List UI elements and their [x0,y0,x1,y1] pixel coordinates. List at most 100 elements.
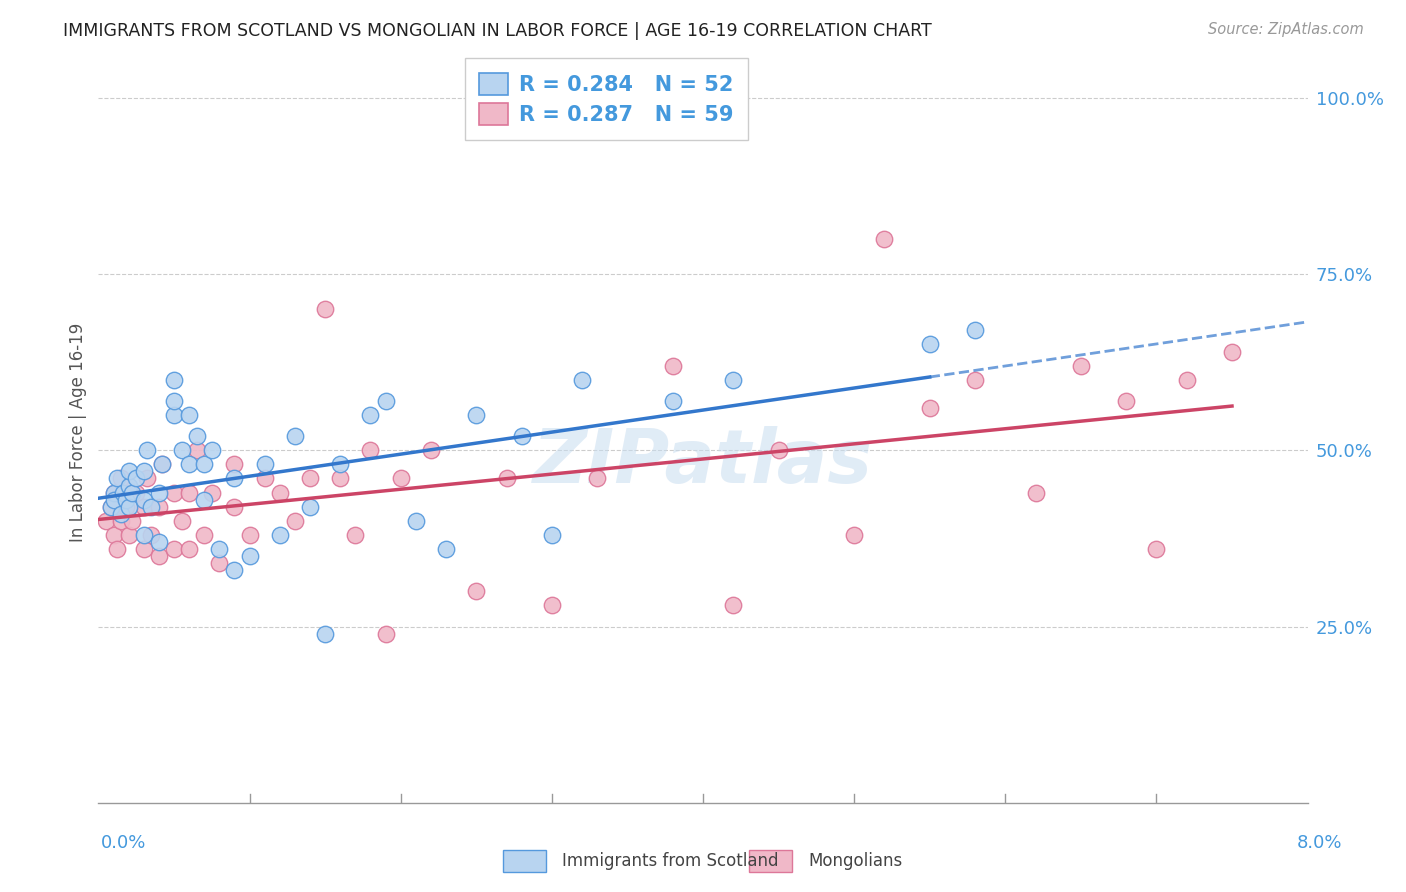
Point [114,500,136,514]
Point [284,429,307,443]
Point [103,492,125,507]
Point [105,541,128,556]
Point [1220,344,1243,359]
Point [299,500,322,514]
Point [193,492,215,507]
Point [179,541,201,556]
Point [405,514,427,528]
Point [135,443,157,458]
Point [150,458,173,472]
Point [103,485,125,500]
Bar [749,849,792,872]
Point [118,528,141,542]
Point [224,458,246,472]
Point [314,302,336,317]
Point [118,500,141,514]
Point [179,458,201,472]
Point [918,401,941,415]
Point [121,485,143,500]
Point [110,514,132,528]
Point [723,599,745,613]
Point [118,485,141,500]
Point [253,458,276,472]
Point [661,359,683,373]
Point [141,528,163,542]
Point [465,408,488,422]
Point [103,528,125,542]
Point [148,500,170,514]
Text: IMMIGRANTS FROM SCOTLAND VS MONGOLIAN IN LABOR FORCE | AGE 16-19 CORRELATION CHA: IMMIGRANTS FROM SCOTLAND VS MONGOLIAN IN… [63,22,932,40]
Point [132,500,155,514]
Point [1175,373,1198,387]
Point [110,471,132,485]
Point [224,471,246,485]
Point [239,528,262,542]
Point [374,393,396,408]
Point [540,528,562,542]
Point [239,549,262,563]
Point [163,541,186,556]
Point [269,528,291,542]
Point [224,563,246,577]
Point [360,408,382,422]
Point [661,393,683,408]
Point [118,478,141,492]
Point [844,528,866,542]
Point [179,485,201,500]
Point [329,458,352,472]
Point [768,443,790,458]
Text: 8.0%: 8.0% [1298,834,1343,852]
Point [148,535,170,549]
Point [132,492,155,507]
Point [135,471,157,485]
Point [170,514,193,528]
Point [540,599,562,613]
Point [873,232,896,246]
Point [965,373,987,387]
Point [571,373,593,387]
Point [1146,541,1168,556]
Bar [503,849,546,872]
Point [495,471,517,485]
Legend: R = 0.284   N = 52, R = 0.287   N = 59: R = 0.284 N = 52, R = 0.287 N = 59 [464,58,748,140]
Point [586,471,609,485]
Point [186,429,208,443]
Point [434,541,457,556]
Text: Mongolians: Mongolians [808,852,903,870]
Text: ZIPatlas: ZIPatlas [533,425,873,499]
Point [148,549,170,563]
Point [208,556,231,570]
Point [208,541,231,556]
Point [132,464,155,478]
Point [224,500,246,514]
Point [148,485,170,500]
Point [94,514,117,528]
Point [1025,485,1047,500]
Point [965,323,987,337]
Point [163,408,186,422]
Point [125,471,148,485]
Point [170,443,193,458]
Point [193,528,215,542]
Point [132,541,155,556]
Point [132,528,155,542]
Point [114,492,136,507]
Point [105,471,128,485]
Point [179,408,201,422]
Point [329,471,352,485]
Point [125,485,148,500]
Point [344,528,367,542]
Point [201,443,224,458]
Point [269,485,291,500]
Y-axis label: In Labor Force | Age 16-19: In Labor Force | Age 16-19 [69,323,87,542]
Point [299,471,322,485]
Point [111,485,134,500]
Point [100,500,122,514]
Point [118,464,141,478]
Point [253,471,276,485]
Point [465,584,488,599]
Point [314,626,336,640]
Point [121,514,143,528]
Point [110,507,132,521]
Point [163,373,186,387]
